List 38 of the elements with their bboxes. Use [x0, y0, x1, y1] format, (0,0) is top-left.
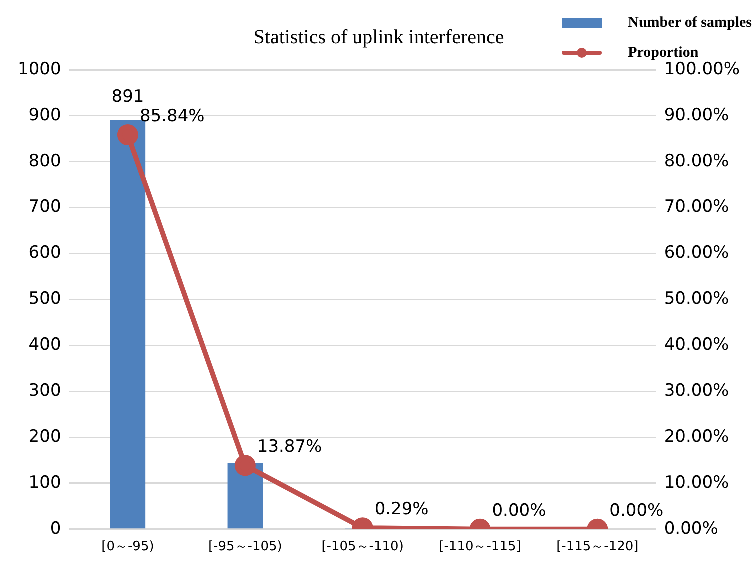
y2-tick-label: 40.00% [664, 335, 730, 356]
x-tick-label: [-105～-110) [322, 540, 404, 555]
data-label: 13.87% [257, 437, 322, 458]
point [117, 124, 138, 146]
data-label: 0.29% [374, 499, 429, 520]
y2-tick-label: 10.00% [664, 472, 730, 493]
data-label: 85.84% [140, 106, 205, 126]
y-tick-label: 800 [28, 151, 62, 172]
y-tick-label: 300 [28, 381, 62, 401]
x-tick-label: [0～-95) [102, 540, 154, 555]
x-tick-label: [-110～-115] [439, 540, 522, 555]
y2-tick-label: 60.00% [664, 243, 730, 264]
y2-tick-label: 100.00% [664, 59, 740, 80]
y2-tick-label: 20.00% [664, 426, 730, 447]
legend-label: Proportion [628, 44, 699, 62]
y-tick-label: 500 [28, 289, 62, 310]
y-tick-label: 0 [50, 518, 62, 539]
data-label: 0.00% [492, 500, 546, 521]
data-label: 891 [112, 86, 144, 107]
y2-tick-label: 80.00% [664, 151, 730, 172]
y-tick-label: 200 [28, 426, 62, 447]
x-tick-label: [-95～-105) [208, 540, 282, 555]
y-tick-label: 1000 [18, 59, 62, 80]
y-tick-label: 100 [28, 472, 62, 493]
bar [110, 120, 146, 529]
y-tick-label: 700 [28, 197, 62, 218]
y2-tick-label: 0.00% [664, 518, 718, 539]
y2-tick-label: 90.00% [664, 105, 730, 126]
y2-tick-label: 50.00% [664, 289, 730, 310]
y2-tick-label: 70.00% [664, 197, 730, 218]
y-tick-label: 400 [28, 335, 62, 356]
legend-label: Number of samples [628, 14, 752, 32]
y-tick-label: 900 [28, 105, 62, 126]
x-tick-label: [-115～-120] [556, 540, 639, 555]
chart-title: Statistics of uplink interference [254, 26, 504, 48]
y2-tick-label: 30.00% [664, 381, 730, 401]
data-label: 0.00% [610, 500, 664, 521]
y-tick-label: 600 [28, 243, 62, 264]
